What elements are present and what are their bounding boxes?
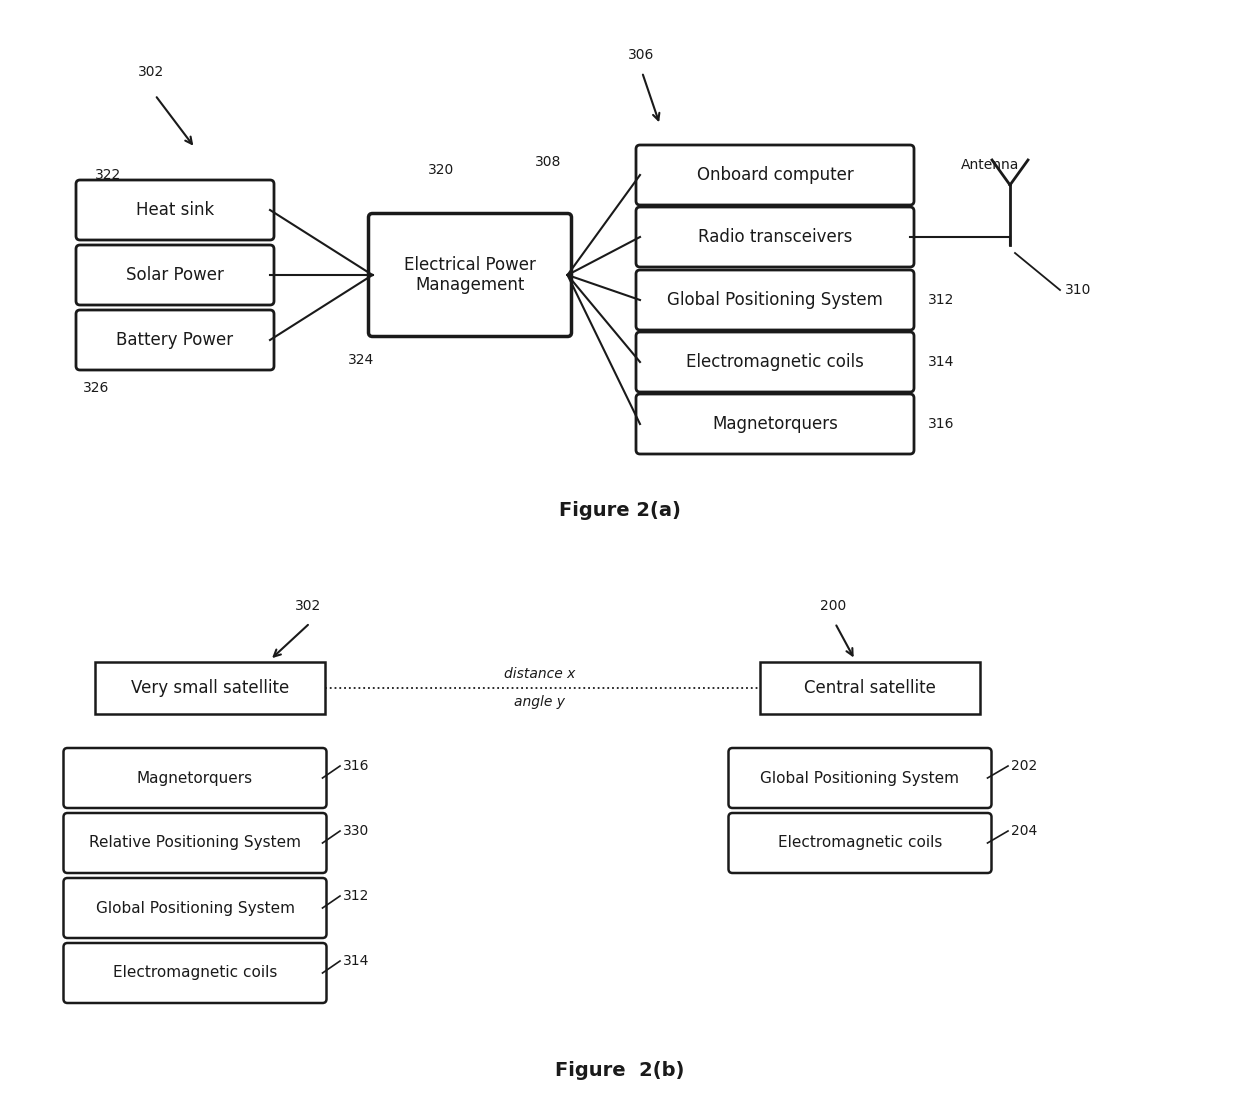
FancyBboxPatch shape (636, 394, 914, 454)
Text: Relative Positioning System: Relative Positioning System (89, 836, 301, 850)
Text: 310: 310 (1065, 283, 1091, 297)
Text: Magnetorquers: Magnetorquers (136, 770, 253, 786)
FancyBboxPatch shape (636, 145, 914, 205)
FancyBboxPatch shape (63, 812, 326, 873)
Text: Electrical Power
Management: Electrical Power Management (404, 256, 536, 295)
Text: Radio transceivers: Radio transceivers (698, 228, 852, 246)
Text: 302: 302 (138, 65, 164, 79)
Text: 316: 316 (928, 417, 955, 431)
FancyBboxPatch shape (76, 310, 274, 371)
Text: 306: 306 (627, 48, 655, 62)
FancyBboxPatch shape (76, 180, 274, 240)
FancyBboxPatch shape (368, 213, 572, 337)
FancyBboxPatch shape (63, 748, 326, 808)
Text: 320: 320 (428, 163, 454, 177)
FancyBboxPatch shape (729, 748, 992, 808)
Text: Figure 2(a): Figure 2(a) (559, 500, 681, 520)
Text: Central satellite: Central satellite (804, 679, 936, 698)
Text: 316: 316 (343, 759, 370, 773)
Text: 324: 324 (348, 353, 374, 367)
Text: 202: 202 (1011, 759, 1037, 773)
Text: 314: 314 (928, 355, 955, 369)
Text: 204: 204 (1011, 824, 1037, 838)
Text: Very small satellite: Very small satellite (131, 679, 289, 698)
FancyBboxPatch shape (76, 246, 274, 305)
Text: Battery Power: Battery Power (117, 331, 233, 349)
Text: Magnetorquers: Magnetorquers (712, 415, 838, 433)
Text: 312: 312 (343, 889, 370, 903)
Text: 302: 302 (295, 599, 321, 613)
Text: Electromagnetic coils: Electromagnetic coils (113, 965, 278, 981)
Text: Figure  2(b): Figure 2(b) (556, 1060, 684, 1079)
FancyBboxPatch shape (636, 206, 914, 267)
Text: Electromagnetic coils: Electromagnetic coils (777, 836, 942, 850)
Text: Global Positioning System: Global Positioning System (760, 770, 960, 786)
Bar (95, 662, 325, 714)
Text: 312: 312 (928, 294, 955, 307)
Text: 330: 330 (343, 824, 370, 838)
Text: Global Positioning System: Global Positioning System (667, 291, 883, 309)
Text: Solar Power: Solar Power (126, 266, 224, 283)
Text: Antenna: Antenna (961, 158, 1019, 172)
FancyBboxPatch shape (636, 331, 914, 392)
Text: 200: 200 (820, 599, 846, 613)
Text: 326: 326 (83, 381, 109, 395)
Text: 322: 322 (95, 169, 122, 182)
FancyBboxPatch shape (63, 943, 326, 1003)
Text: Electromagnetic coils: Electromagnetic coils (686, 353, 864, 371)
Text: Onboard computer: Onboard computer (697, 166, 853, 184)
Text: 314: 314 (343, 954, 370, 968)
Text: Heat sink: Heat sink (136, 201, 215, 219)
FancyBboxPatch shape (63, 878, 326, 939)
Text: distance x: distance x (505, 667, 575, 681)
Text: angle y: angle y (515, 695, 565, 709)
FancyBboxPatch shape (729, 812, 992, 873)
FancyBboxPatch shape (636, 270, 914, 330)
Text: Global Positioning System: Global Positioning System (95, 901, 295, 915)
Text: 308: 308 (534, 155, 562, 169)
Bar (760, 662, 980, 714)
